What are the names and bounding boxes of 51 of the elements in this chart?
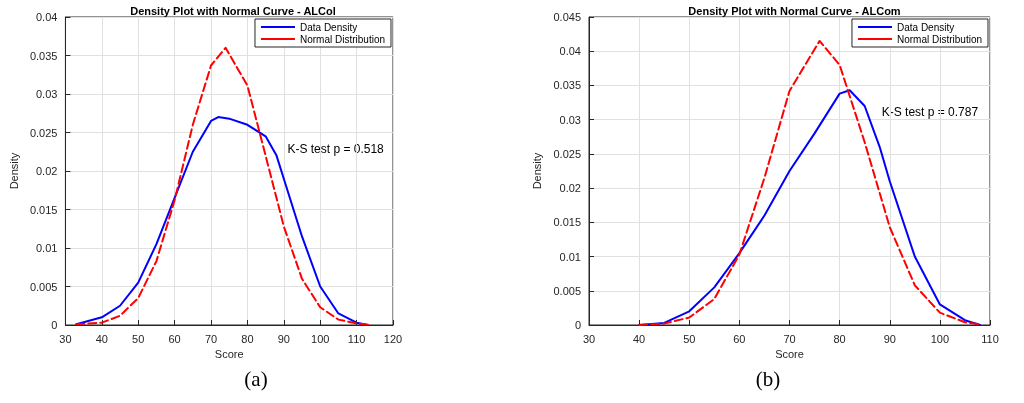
x-tick-label: 60 [733,332,746,345]
legend-label: Data Density [299,21,358,33]
x-tick-label: 60 [168,332,181,345]
y-tick-label: 0.01 [559,250,581,263]
y-tick-label: 0.04 [559,45,581,58]
y-tick-label: 0.02 [36,165,58,177]
x-tick-label: 110 [347,332,366,345]
x-tick-label: 80 [833,332,846,345]
x-tick-label: 110 [981,332,999,345]
x-tick-label: 40 [633,332,646,345]
legend-label: Data Density [896,21,955,33]
x-tick-label: 30 [59,332,72,345]
y-tick-label: 0.025 [29,126,58,139]
x-tick-label: 100 [930,332,950,345]
x-tick-label: 120 [383,332,403,345]
y-axis-title: Density [531,152,544,190]
y-tick-label: 0.04 [36,11,58,23]
x-tick-label: 80 [241,332,254,345]
y-tick-label: 0.035 [29,49,58,62]
x-tick-label: 100 [311,332,330,345]
y-tick-label: 0.015 [553,216,581,229]
legend-label: Normal Distribution [896,33,983,45]
y-tick-label: 0.035 [553,79,581,92]
y-tick-label: 0.01 [36,242,58,254]
x-tick-label: 30 [582,332,596,345]
y-tick-label: 0 [51,319,58,331]
y-tick-label: 0.03 [36,88,58,100]
y-tick-label: 0.03 [559,113,581,126]
y-tick-label: 0.025 [553,147,581,160]
y-tick-label: 0.015 [29,203,58,216]
y-tick-label: 0.005 [29,280,58,293]
text: (b) [755,366,781,391]
x-tick-label: 50 [683,332,696,345]
x-tick-label: 40 [95,332,108,345]
y-axis-title: Density [7,152,20,190]
x-tick-label: 70 [783,332,796,345]
y-tick-label: 0.02 [559,182,581,195]
y-tick-label: 0.045 [553,11,581,23]
chart-title: Density Plot with Normal Curve - ALCol [130,4,336,17]
legend-label: Normal Distribution [299,33,386,45]
text: (a) [244,366,268,391]
y-tick-label: 0 [574,319,581,331]
chart-title: Density Plot with Normal Curve - ALCom [688,4,901,17]
x-axis-title: Score [214,348,244,361]
x-tick-label: 90 [883,332,896,345]
x-tick-label: 50 [132,332,145,345]
annotation: K-S test p = 0.518 [287,142,385,157]
y-tick-label: 0.005 [553,284,581,297]
x-axis-title: Score [775,348,804,361]
x-tick-label: 70 [204,332,218,345]
x-tick-label: 90 [277,332,290,345]
